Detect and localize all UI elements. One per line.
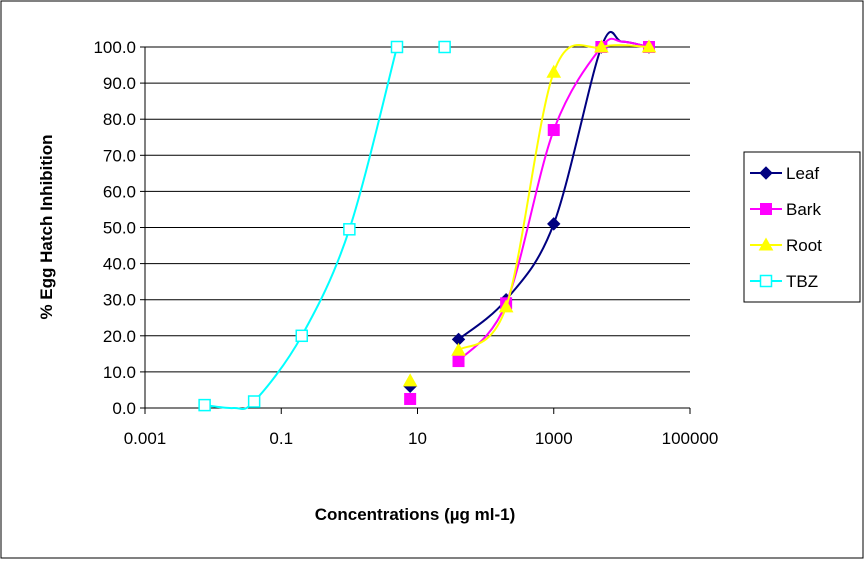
legend-item-bark: Bark [750, 200, 821, 219]
legend-marker-tbz [759, 274, 773, 288]
x-tick-label: 100000 [662, 429, 719, 448]
legend-label-root: Root [786, 236, 822, 255]
data-point-leaf [547, 217, 561, 231]
y-axis-title: % Egg Hatch Inhibition [37, 134, 56, 319]
legend-item-leaf: Leaf [750, 164, 819, 183]
data-point-tbz [343, 223, 356, 236]
y-tick-label: 80.0 [103, 110, 136, 129]
data-point-root [594, 39, 609, 53]
legend-marker-root [758, 237, 774, 251]
legend-marker-leaf [759, 166, 773, 180]
data-point-root [402, 373, 418, 387]
legend-item-root: Root [750, 236, 822, 255]
data-point-root [498, 299, 514, 313]
y-tick-label: 10.0 [103, 363, 136, 382]
y-tick-label: 30.0 [103, 291, 136, 310]
y-tick-label: 40.0 [103, 255, 136, 274]
grid-lines [145, 46, 690, 373]
y-tick-label: 60.0 [103, 182, 136, 201]
data-point-tbz [438, 40, 451, 54]
legend-label-bark: Bark [786, 200, 821, 219]
legend-label-tbz: TBZ [786, 272, 818, 291]
data-point-tbz [247, 395, 261, 408]
data-point-root [641, 39, 657, 53]
x-tick-label: 10 [408, 429, 427, 448]
data-point-root [451, 342, 466, 356]
series-root [402, 39, 657, 387]
data-point-tbz [198, 398, 211, 412]
data-point-tbz [390, 40, 404, 54]
data-point-tbz [295, 329, 309, 343]
x-tick-label: 0.001 [124, 429, 167, 448]
data-point-bark [404, 392, 417, 405]
y-tick-label: 0.0 [112, 399, 136, 418]
y-tick-label: 20.0 [103, 327, 136, 346]
legend-item-tbz: TBZ [750, 272, 818, 291]
legend-label-leaf: Leaf [786, 164, 819, 183]
y-tick-label: 50.0 [103, 219, 136, 238]
legend-marker-bark [760, 203, 772, 215]
data-point-bark [452, 355, 465, 368]
y-tick-label: 100.0 [93, 38, 136, 57]
data-point-bark [547, 124, 560, 137]
x-axis-title: Concentrations (µg ml-1) [315, 505, 516, 524]
series-layer [198, 31, 657, 412]
x-tick-label: 1000 [535, 429, 573, 448]
y-tick-label: 70.0 [103, 146, 136, 165]
x-tick-label: 0.1 [269, 429, 293, 448]
series-tbz [198, 40, 451, 412]
data-point-root [546, 64, 562, 78]
y-tick-label: 90.0 [103, 74, 136, 93]
legend: Leaf Bark Root TBZ [743, 151, 861, 303]
